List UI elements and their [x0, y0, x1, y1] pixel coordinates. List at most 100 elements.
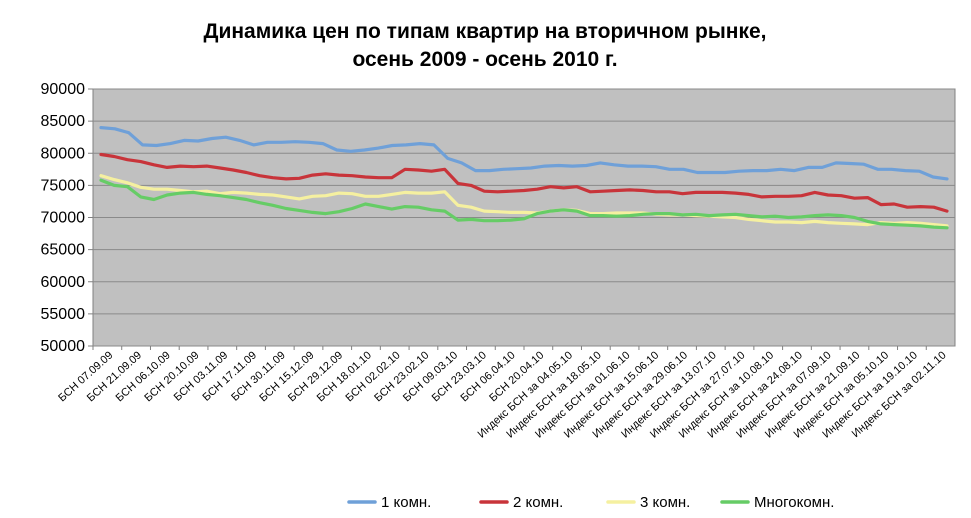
- legend: 1 комн. 2 комн. 3 комн. Многокомн.: [347, 494, 834, 511]
- data-point: [576, 210, 578, 212]
- data-point: [867, 220, 869, 222]
- data-point: [629, 189, 631, 191]
- data-point: [893, 203, 895, 205]
- data-point: [483, 190, 485, 192]
- data-point: [933, 206, 935, 208]
- data-point: [259, 193, 261, 195]
- y-tick-label: 85000: [41, 113, 86, 130]
- data-point: [497, 191, 499, 193]
- data-point: [219, 167, 221, 169]
- data-point: [774, 215, 776, 217]
- data-point: [933, 226, 935, 228]
- data-point: [946, 227, 948, 229]
- data-point: [378, 206, 380, 208]
- data-point: [430, 209, 433, 211]
- data-point: [853, 197, 856, 199]
- data-point: [734, 216, 737, 219]
- data-point: [774, 195, 776, 197]
- data-point: [724, 171, 726, 174]
- data-point: [933, 224, 935, 226]
- legend-label-4: Многокомн.: [754, 494, 834, 511]
- data-point: [140, 186, 142, 188]
- data-point: [696, 171, 699, 174]
- data-point: [853, 216, 856, 219]
- data-point: [642, 189, 644, 192]
- data-point: [906, 206, 908, 208]
- chart-title: Динамика цен по типам квартир на вторичн…: [204, 20, 767, 71]
- data-point: [920, 222, 922, 224]
- data-point: [179, 189, 181, 192]
- data-point: [585, 164, 588, 167]
- data-point: [447, 157, 449, 159]
- data-point: [308, 141, 310, 143]
- data-point: [787, 216, 790, 219]
- data-point: [444, 168, 446, 170]
- data-point: [853, 223, 856, 225]
- data-point: [280, 141, 282, 143]
- data-point: [338, 174, 340, 176]
- data-point: [474, 170, 477, 172]
- data-point: [470, 218, 472, 220]
- data-point: [404, 206, 406, 208]
- data-point: [814, 215, 816, 217]
- data-point: [849, 162, 851, 165]
- data-point: [748, 193, 750, 195]
- data-point: [766, 170, 768, 172]
- data-point: [113, 155, 115, 158]
- data-point: [835, 162, 837, 164]
- data-point: [405, 144, 407, 146]
- data-point: [470, 206, 472, 208]
- data-point: [904, 170, 907, 172]
- data-point: [549, 210, 552, 212]
- data-point: [192, 166, 195, 168]
- data-point: [206, 165, 208, 167]
- data-point: [298, 177, 300, 179]
- data-point: [100, 179, 102, 181]
- data-point: [266, 141, 268, 143]
- data-point: [563, 187, 565, 189]
- data-point: [350, 150, 352, 152]
- data-point: [259, 202, 261, 204]
- data-point: [761, 196, 763, 198]
- data-point: [510, 219, 512, 221]
- data-point: [880, 204, 882, 206]
- data-point: [863, 163, 865, 165]
- data-point: [232, 197, 234, 199]
- data-point: [245, 171, 247, 174]
- data-point: [378, 177, 380, 179]
- data-point: [298, 209, 300, 211]
- data-point: [536, 213, 538, 215]
- data-point: [113, 184, 115, 186]
- data-point: [682, 214, 684, 216]
- data-point: [225, 136, 227, 138]
- data-point: [461, 162, 463, 164]
- data-point: [571, 165, 574, 167]
- data-point: [377, 147, 379, 149]
- data-point: [444, 210, 446, 212]
- data-point: [166, 194, 168, 196]
- data-point: [655, 166, 657, 168]
- data-point: [325, 173, 327, 175]
- data-point: [114, 128, 116, 130]
- data-point: [549, 186, 552, 188]
- data-point: [840, 222, 842, 224]
- data-point: [752, 170, 754, 172]
- data-point: [918, 170, 920, 172]
- data-point: [721, 216, 723, 218]
- data-point: [325, 213, 327, 215]
- data-point: [192, 191, 195, 193]
- data-point: [780, 168, 782, 170]
- data-point: [906, 222, 908, 224]
- data-point: [801, 222, 803, 224]
- data-point: [655, 191, 657, 193]
- data-point: [708, 215, 710, 217]
- data-point: [893, 224, 895, 226]
- data-point: [827, 214, 829, 216]
- data-point: [483, 210, 485, 212]
- data-point: [179, 165, 181, 167]
- y-tick-label: 70000: [41, 210, 86, 227]
- data-point: [153, 188, 155, 190]
- data-point: [245, 192, 247, 194]
